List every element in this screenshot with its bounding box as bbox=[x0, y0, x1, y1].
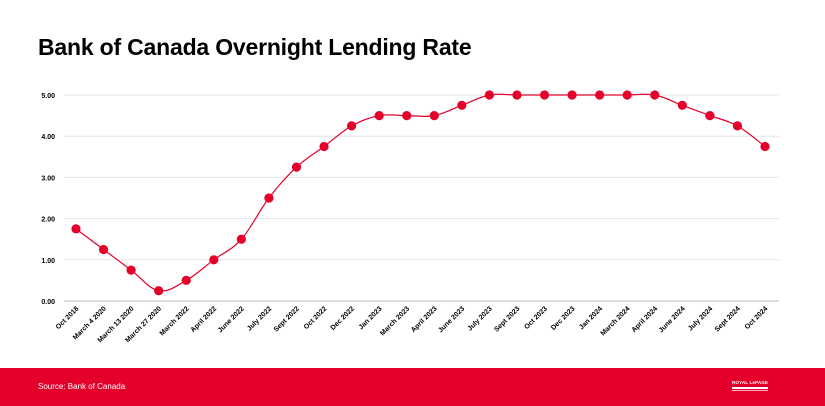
x-tick-label: March 2023 bbox=[379, 305, 411, 337]
y-tick-label: 5.00 bbox=[41, 93, 55, 100]
y-tick-label: 1.00 bbox=[41, 258, 55, 265]
data-point bbox=[236, 234, 246, 244]
data-point bbox=[732, 121, 743, 131]
x-tick-label: April 2023 bbox=[410, 305, 439, 334]
x-tick-label: Sept 2023 bbox=[493, 305, 521, 333]
x-tick-label: Dec 2023 bbox=[550, 305, 576, 331]
data-point bbox=[126, 265, 136, 275]
data-point bbox=[264, 193, 274, 203]
x-tick-label: Oct 2024 bbox=[744, 305, 770, 331]
x-tick-label: Oct 2023 bbox=[523, 305, 549, 331]
data-point bbox=[429, 111, 439, 121]
data-point bbox=[457, 100, 467, 110]
data-point bbox=[209, 255, 219, 265]
data-point bbox=[650, 90, 660, 100]
logo-text: ROYAL LePAGE bbox=[732, 380, 769, 385]
data-point bbox=[347, 121, 357, 131]
x-tick-label: June 2023 bbox=[437, 305, 466, 334]
chart-title: Bank of Canada Overnight Lending Rate bbox=[38, 34, 472, 60]
data-point bbox=[595, 90, 605, 100]
royal-lepage-logo: ROYAL LePAGE bbox=[732, 380, 768, 393]
data-point bbox=[705, 111, 715, 121]
data-point bbox=[374, 111, 384, 121]
x-tick-label: April 2022 bbox=[190, 305, 219, 334]
source-note: Source: Bank of Canada bbox=[38, 382, 126, 391]
logo-bar bbox=[732, 387, 768, 389]
x-tick-label: June 2022 bbox=[217, 305, 246, 334]
x-tick-label: Oct 2018 bbox=[55, 305, 81, 331]
x-tick-label: March 2024 bbox=[600, 305, 632, 337]
data-point bbox=[319, 141, 329, 152]
data-point bbox=[71, 224, 81, 234]
x-tick-label: Dec 2022 bbox=[330, 305, 356, 331]
x-tick-label: April 2024 bbox=[631, 305, 660, 334]
x-tick-label: June 2024 bbox=[658, 305, 687, 334]
data-point bbox=[760, 141, 770, 152]
data-point bbox=[181, 275, 191, 285]
data-point bbox=[291, 162, 302, 172]
data-point bbox=[567, 90, 577, 100]
x-tick-label: July 2024 bbox=[687, 305, 714, 332]
x-tick-label: July 2023 bbox=[467, 305, 494, 332]
data-point bbox=[539, 90, 550, 100]
data-point bbox=[154, 286, 164, 296]
grid-lines bbox=[64, 94, 779, 302]
x-tick-label: Sept 2022 bbox=[273, 305, 301, 333]
data-point bbox=[512, 90, 522, 100]
x-tick-label: Oct 2022 bbox=[303, 305, 329, 331]
series-group bbox=[71, 90, 770, 296]
y-axis-ticks: 0.00 1.00 2.00 3.00 4.00 5.00 bbox=[41, 93, 55, 306]
x-tick-label: March 2022 bbox=[159, 305, 191, 337]
data-point bbox=[622, 90, 632, 100]
series-line bbox=[75, 93, 766, 292]
footer-bar: Source: Bank of Canada ROYAL LePAGE bbox=[0, 368, 825, 406]
data-point bbox=[98, 244, 109, 255]
x-tick-label: Jan 2023 bbox=[358, 305, 384, 331]
data-point bbox=[484, 90, 494, 100]
data-point bbox=[677, 100, 687, 110]
y-tick-label: 0.00 bbox=[41, 299, 55, 306]
y-tick-label: 4.00 bbox=[41, 134, 55, 141]
x-tick-label: Sept 2024 bbox=[714, 305, 742, 333]
logo-bar-thin bbox=[732, 390, 768, 391]
y-tick-label: 2.00 bbox=[41, 217, 55, 224]
x-tick-label: July 2022 bbox=[246, 305, 273, 332]
y-tick-label: 3.00 bbox=[41, 175, 55, 182]
x-tick-label: Jan 2024 bbox=[578, 305, 604, 331]
data-point bbox=[402, 111, 412, 121]
